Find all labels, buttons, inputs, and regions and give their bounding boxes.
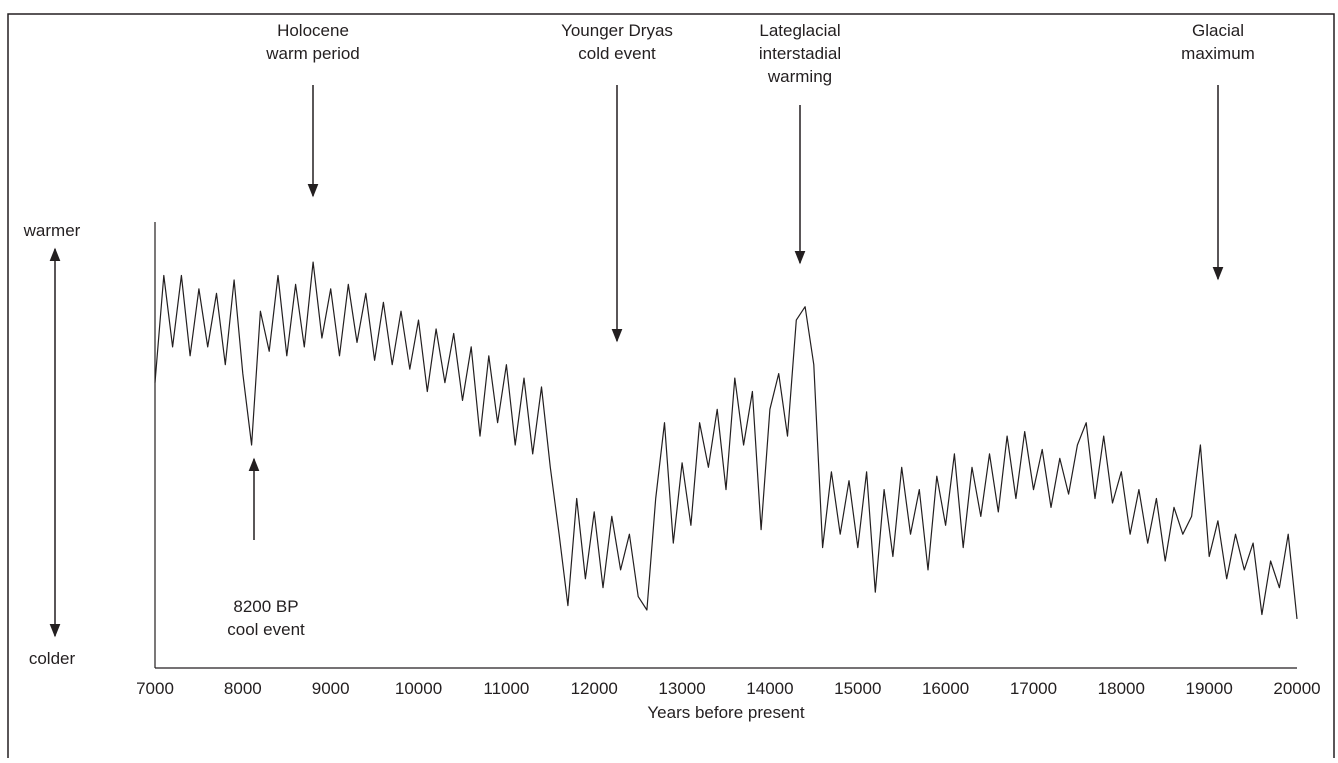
annotation: Glacial: [1192, 21, 1244, 40]
x-tick-label: 19000: [1186, 679, 1233, 698]
x-tick-label: 20000: [1273, 679, 1320, 698]
x-tick-label: 17000: [1010, 679, 1057, 698]
annotation: cool event: [227, 620, 305, 639]
annotation: Lateglacial: [759, 21, 840, 40]
annotation: 8200 BP: [233, 597, 298, 616]
x-tick-label: 11000: [483, 679, 529, 698]
annotation: warm period: [265, 44, 360, 63]
x-tick-label: 16000: [922, 679, 969, 698]
x-tick-label: 14000: [746, 679, 793, 698]
x-tick-label: 18000: [1098, 679, 1145, 698]
x-tick-label: 13000: [658, 679, 705, 698]
annotation: Holocene: [277, 21, 349, 40]
x-axis-label: Years before present: [647, 703, 804, 722]
frame: [7, 13, 1335, 760]
annotation: Younger Dryas: [561, 21, 673, 40]
x-tick-label: 15000: [834, 679, 881, 698]
annotation: warming: [767, 67, 832, 86]
annotation: interstadial: [759, 44, 841, 63]
annotation: cold event: [578, 44, 656, 63]
y-bottom-label: colder: [29, 649, 76, 668]
data-line: [154, 261, 1298, 619]
x-tick-label: 8000: [224, 679, 262, 698]
y-top-label: warmer: [23, 221, 81, 240]
x-tick-label: 9000: [312, 679, 350, 698]
x-tick-label: 7000: [136, 679, 174, 698]
x-tick-label: 10000: [395, 679, 442, 698]
x-tick-label: 12000: [571, 679, 618, 698]
annotation: maximum: [1181, 44, 1255, 63]
